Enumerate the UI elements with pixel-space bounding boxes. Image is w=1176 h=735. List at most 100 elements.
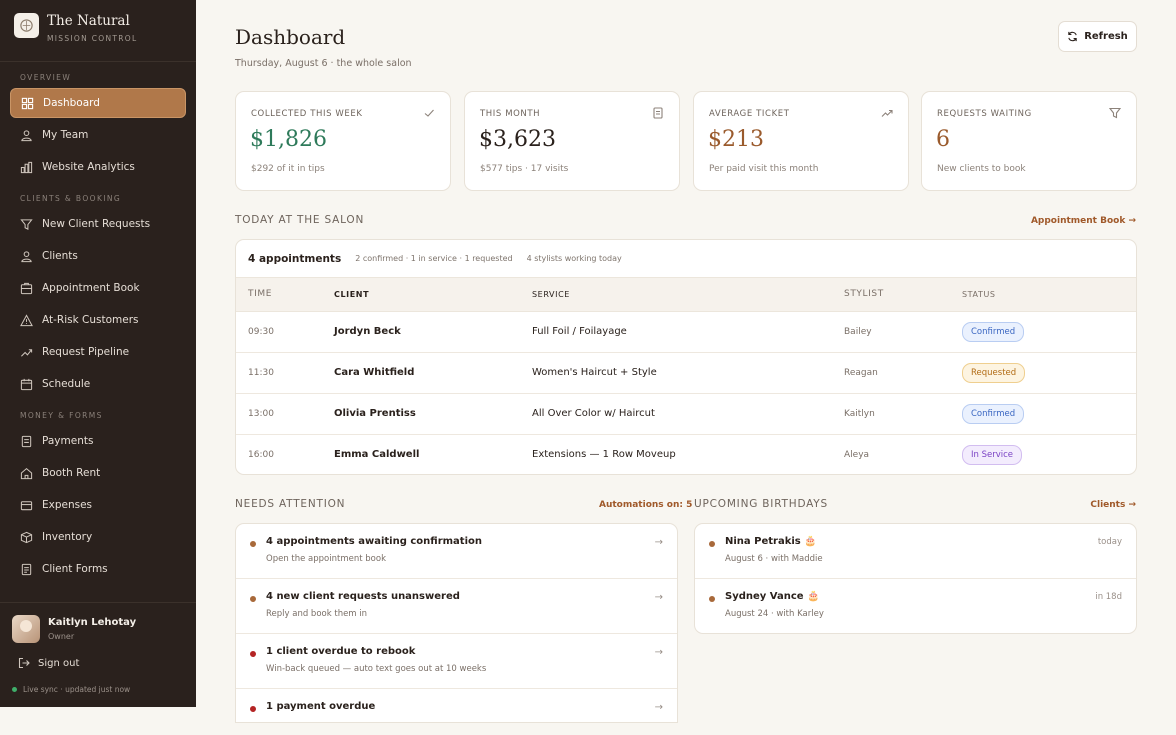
brand-subtitle: MISSION CONTROL — [47, 34, 138, 43]
sidebar-item-clients[interactable]: Clients — [10, 241, 186, 271]
stat-value: $213 — [708, 127, 764, 152]
table-row[interactable]: 13:00 Olivia Prentiss All Over Color w/ … — [236, 393, 1136, 435]
check-icon — [424, 109, 434, 117]
birthday-name: Sydney Vance 🎂 — [725, 591, 820, 602]
stat-card-collected-week: COLLECTED THIS WEEK $1,826 $292 of it in… — [235, 91, 451, 191]
user-role: Owner — [48, 632, 75, 641]
dashboard-icon — [21, 97, 34, 109]
automations-link[interactable]: Automations on: 5 — [599, 500, 693, 510]
status-dot-icon — [709, 596, 715, 602]
sidebar-item-schedule[interactable]: Schedule — [10, 369, 186, 399]
list-item[interactable]: 4 new client requests unanswered Reply a… — [236, 579, 677, 634]
appointment-book-link[interactable]: Appointment Book → — [1030, 216, 1136, 226]
sidebar-item-client-forms[interactable]: Client Forms — [10, 554, 186, 584]
status-dot-icon — [12, 687, 17, 692]
refresh-icon — [1068, 31, 1077, 42]
attention-title: 1 client overdue to rebook — [266, 646, 416, 657]
birthday-detail: August 24 · with Karley — [725, 609, 824, 619]
cell-client: Olivia Prentiss — [334, 393, 532, 435]
page-title: Dashboard — [235, 25, 346, 49]
birthdays-card: Nina Petrakis 🎂 August 6 · with Maddie t… — [694, 523, 1137, 634]
sidebar-item-expenses[interactable]: Expenses — [10, 490, 186, 520]
table-row[interactable]: 09:30 Jordyn Beck Full Foil / Foilayage … — [236, 311, 1136, 353]
stylists-working: 4 stylists working today — [526, 254, 622, 263]
sidebar-item-label: Dashboard — [43, 97, 100, 109]
sidebar-item-label: Clients — [42, 250, 78, 262]
sidebar-item-request-pipeline[interactable]: Request Pipeline — [10, 337, 186, 367]
calendar-icon — [20, 378, 33, 390]
list-item[interactable]: 1 client overdue to rebook Win-back queu… — [236, 634, 677, 689]
stat-label: COLLECTED THIS WEEK — [251, 109, 363, 119]
section-label-overview: OVERVIEW — [20, 73, 72, 82]
stat-label: THIS MONTH — [480, 109, 541, 119]
today-heading: TODAY AT THE SALON — [235, 214, 365, 226]
attention-subtitle: Win-back queued — auto text goes out at … — [266, 664, 487, 674]
sidebar-item-label: Request Pipeline — [42, 346, 130, 358]
card-icon — [20, 500, 33, 510]
refresh-label: Refresh — [1084, 31, 1128, 42]
status-dot-icon — [250, 541, 256, 547]
status-dot-icon — [250, 651, 256, 657]
arrow-right-icon: → — [654, 537, 663, 548]
stat-card-requests-waiting: REQUESTS WAITING 6 New clients to book — [921, 91, 1137, 191]
sidebar-item-booth-rent[interactable]: Booth Rent — [10, 458, 186, 488]
list-item[interactable]: 4 appointments awaiting confirmation Ope… — [236, 524, 677, 579]
trend-up-icon — [881, 109, 893, 117]
sidebar-item-label: Schedule — [42, 378, 91, 390]
sidebar-item-label: Website Analytics — [42, 161, 135, 173]
sidebar-item-label: At-Risk Customers — [42, 314, 139, 326]
sign-out-icon — [18, 657, 30, 669]
logo-icon — [14, 13, 39, 38]
sidebar-item-appointment-book[interactable]: Appointment Book — [10, 273, 186, 303]
home-icon — [20, 467, 33, 479]
column-header-stylist: STYLIST — [844, 278, 962, 312]
user-profile[interactable]: Kaitlyn Lehotay Owner — [0, 603, 196, 643]
sidebar-item-dashboard[interactable]: Dashboard — [10, 88, 186, 118]
list-item[interactable]: Sydney Vance 🎂 August 24 · with Karley i… — [695, 579, 1136, 633]
sidebar-item-new-client-requests[interactable]: New Client Requests — [10, 209, 186, 239]
status-badge: Confirmed — [962, 321, 1025, 342]
team-icon — [21, 129, 32, 141]
list-item[interactable]: Nina Petrakis 🎂 August 6 · with Maddie t… — [695, 524, 1136, 579]
birthday-detail: August 6 · with Maddie — [725, 554, 823, 564]
cell-client: Emma Caldwell — [334, 449, 420, 461]
warning-icon — [20, 313, 33, 326]
birthday-when: today — [1097, 537, 1122, 547]
cell-stylist: Aleya — [844, 449, 870, 460]
attention-subtitle: Open the appointment book — [266, 554, 386, 564]
stat-value: $1,826 — [250, 127, 327, 152]
table-row[interactable]: 11:30 Cara Whitfield Women's Haircut + S… — [236, 352, 1136, 394]
table-row[interactable]: 16:00 Emma Caldwell Extensions — 1 Row M… — [236, 434, 1136, 474]
list-item[interactable]: 1 payment overdue → — [236, 689, 677, 722]
form-icon — [21, 563, 32, 575]
cell-stylist: Kaitlyn — [844, 393, 962, 435]
sidebar-item-payments[interactable]: Payments — [10, 426, 186, 456]
sidebar-item-inventory[interactable]: Inventory — [10, 522, 186, 552]
section-label-money-forms: MONEY & FORMS — [20, 411, 103, 420]
cell-service: Extensions — 1 Row Moveup — [532, 449, 676, 461]
live-sync-status: Live sync · updated just now — [0, 669, 196, 694]
page-subtitle: Thursday, August 6 · the whole salon — [235, 58, 412, 69]
clients-link[interactable]: Clients → — [1090, 500, 1136, 510]
sidebar-item-label: Appointment Book — [42, 282, 140, 294]
appointments-summary: 2 confirmed · 1 in service · 1 requested — [355, 254, 513, 263]
sign-out-button[interactable]: Sign out — [0, 643, 196, 669]
status-badge: In Service — [962, 444, 1023, 465]
sidebar-item-label: Payments — [42, 435, 94, 447]
cell-service: Full Foil / Foilayage — [532, 311, 844, 353]
sidebar-item-website-analytics[interactable]: Website Analytics — [10, 152, 186, 182]
arrow-right-icon: → — [654, 647, 663, 658]
sidebar-item-label: New Client Requests — [42, 218, 151, 230]
sidebar-item-label: Inventory — [42, 531, 93, 543]
trend-icon — [21, 348, 33, 357]
sidebar-item-at-risk-customers[interactable]: At-Risk Customers — [10, 305, 186, 335]
status-dot-icon — [709, 541, 715, 547]
stat-value: 6 — [936, 127, 950, 152]
appointments-count: 4 appointments — [248, 252, 342, 265]
status-dot-icon — [250, 596, 256, 602]
sidebar-item-label: Client Forms — [42, 563, 108, 575]
sidebar-item-label: My Team — [42, 129, 89, 141]
refresh-button[interactable]: Refresh — [1058, 21, 1137, 52]
column-header-time: TIME — [236, 278, 334, 312]
sidebar-item-my-team[interactable]: My Team — [10, 120, 186, 150]
